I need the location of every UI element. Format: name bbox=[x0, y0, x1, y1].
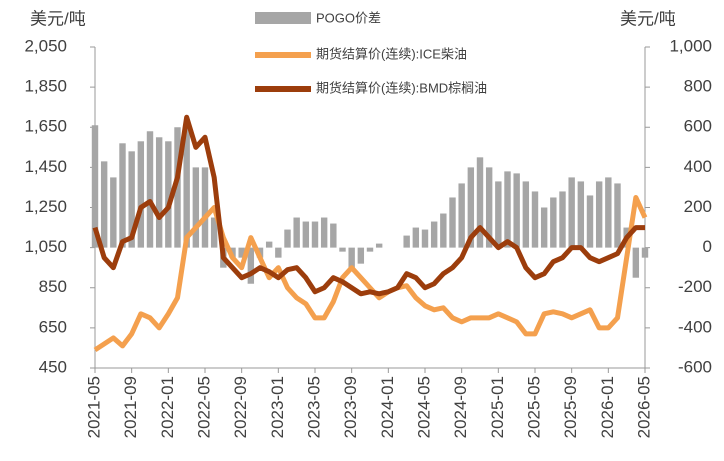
bar bbox=[412, 227, 420, 248]
bar bbox=[476, 157, 484, 248]
y-tick-label: 850 bbox=[39, 277, 67, 296]
y2-tick-label: 1,000 bbox=[669, 36, 712, 55]
bar bbox=[403, 235, 410, 248]
bar bbox=[110, 177, 117, 248]
x-tick-label: 2025-01 bbox=[488, 376, 507, 438]
x-tick-label: 2021-05 bbox=[84, 376, 103, 438]
y-tick-label: 1,650 bbox=[24, 117, 67, 136]
bar bbox=[366, 247, 374, 252]
y-tick-label: 650 bbox=[39, 317, 67, 336]
bar bbox=[238, 247, 245, 258]
y2-tick-label: -200 bbox=[678, 277, 712, 296]
bar bbox=[449, 197, 456, 248]
bar bbox=[440, 213, 447, 248]
x-tick-label: 2026-05 bbox=[634, 376, 653, 438]
bar bbox=[201, 167, 209, 248]
bar bbox=[522, 181, 530, 248]
bar bbox=[192, 167, 200, 248]
bar bbox=[550, 197, 557, 248]
bar bbox=[183, 127, 190, 248]
bar bbox=[586, 195, 594, 248]
y2-tick-label: -400 bbox=[678, 317, 712, 336]
y2-tick-label: 600 bbox=[684, 117, 712, 136]
bar bbox=[357, 247, 365, 264]
bar bbox=[137, 141, 145, 248]
x-tick-label: 2025-09 bbox=[561, 376, 580, 438]
bar bbox=[641, 247, 649, 258]
x-tick-label: 2025-05 bbox=[524, 376, 543, 438]
bar bbox=[559, 191, 566, 248]
x-tick-label: 2023-09 bbox=[341, 376, 360, 438]
line bbox=[93, 194, 648, 353]
bar bbox=[632, 247, 640, 278]
bar bbox=[146, 131, 154, 248]
y2-tick-label: 800 bbox=[684, 77, 712, 96]
legend-label: POGO价差 bbox=[316, 10, 381, 25]
y2-tick-label: 0 bbox=[703, 237, 712, 256]
y-tick-label: 450 bbox=[39, 357, 67, 376]
x-tick-label: 2022-01 bbox=[158, 376, 177, 438]
bar bbox=[614, 183, 621, 248]
bar bbox=[100, 161, 108, 248]
y-tick-label: 1,050 bbox=[24, 237, 67, 256]
bar bbox=[513, 173, 520, 248]
x-tick-label: 2022-09 bbox=[231, 376, 250, 438]
x-tick-label: 2023-05 bbox=[304, 376, 323, 438]
legend-label: 期货结算价(连续):BMD棕榈油 bbox=[316, 80, 487, 95]
bar bbox=[348, 247, 355, 268]
y2-axis-label: 美元/吨 bbox=[620, 9, 676, 28]
bar bbox=[568, 177, 575, 248]
bar bbox=[275, 247, 282, 258]
bar bbox=[595, 181, 603, 248]
bar bbox=[284, 229, 291, 248]
legend-label: 期货结算价(连续):ICE柴油 bbox=[316, 46, 467, 61]
x-tick-label: 2022-05 bbox=[194, 376, 213, 438]
y-tick-label: 2,050 bbox=[24, 36, 67, 55]
bar bbox=[91, 125, 99, 248]
bar bbox=[458, 183, 465, 248]
y-tick-label: 1,250 bbox=[24, 197, 67, 216]
bar bbox=[320, 217, 328, 248]
bar bbox=[339, 247, 346, 252]
bar bbox=[577, 181, 585, 248]
bar bbox=[247, 247, 255, 284]
bar bbox=[119, 143, 126, 248]
bar bbox=[330, 223, 337, 248]
bar bbox=[485, 167, 493, 248]
bar bbox=[265, 241, 273, 248]
bar bbox=[155, 137, 163, 248]
bar bbox=[467, 167, 475, 248]
y2-tick-label: 200 bbox=[684, 197, 712, 216]
bar bbox=[495, 181, 502, 248]
bar bbox=[540, 207, 548, 248]
bar bbox=[430, 221, 438, 248]
bar bbox=[504, 171, 511, 248]
bar bbox=[605, 177, 612, 248]
x-tick-label: 2024-09 bbox=[451, 376, 470, 438]
y2-tick-label: 400 bbox=[684, 157, 712, 176]
bar bbox=[165, 141, 172, 248]
bar bbox=[421, 229, 429, 248]
y2-tick-label: -600 bbox=[678, 357, 712, 376]
y-tick-label: 1,450 bbox=[24, 157, 67, 176]
bar bbox=[531, 191, 539, 248]
x-tick-label: 2024-05 bbox=[414, 376, 433, 438]
bar bbox=[375, 243, 383, 248]
x-tick-label: 2024-01 bbox=[378, 376, 397, 438]
x-tick-label: 2023-01 bbox=[268, 376, 287, 438]
bar bbox=[293, 217, 300, 248]
x-tick-label: 2021-09 bbox=[121, 376, 140, 438]
bar bbox=[210, 217, 218, 248]
y-axis-label: 美元/吨 bbox=[30, 9, 86, 28]
bar bbox=[311, 221, 319, 248]
line bbox=[92, 114, 645, 297]
y-tick-label: 1,850 bbox=[24, 77, 67, 96]
bar bbox=[128, 151, 135, 248]
x-tick-label: 2026-01 bbox=[598, 376, 617, 438]
legend-swatch bbox=[255, 12, 311, 24]
bar bbox=[174, 127, 181, 248]
bar bbox=[302, 221, 310, 248]
